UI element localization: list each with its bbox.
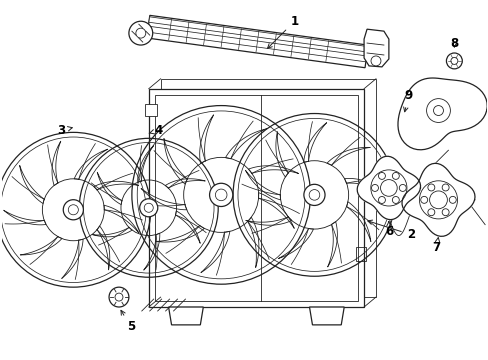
Circle shape <box>215 189 226 201</box>
Bar <box>144 104 156 116</box>
Circle shape <box>378 172 385 179</box>
Polygon shape <box>356 156 420 220</box>
Polygon shape <box>309 307 344 325</box>
Text: 5: 5 <box>121 310 135 333</box>
Polygon shape <box>168 307 203 325</box>
Text: 1: 1 <box>267 15 298 48</box>
Bar <box>154 95 357 301</box>
Circle shape <box>391 172 399 179</box>
Circle shape <box>109 287 129 307</box>
Polygon shape <box>397 78 486 150</box>
Text: 8: 8 <box>449 37 458 50</box>
Bar <box>148 89 364 307</box>
Circle shape <box>399 184 406 192</box>
Circle shape <box>378 197 385 203</box>
Text: 2: 2 <box>367 220 414 241</box>
Text: 9: 9 <box>403 89 412 112</box>
Circle shape <box>441 184 448 191</box>
Circle shape <box>371 184 378 192</box>
Circle shape <box>308 190 319 200</box>
Circle shape <box>129 21 152 45</box>
Circle shape <box>433 105 443 116</box>
Circle shape <box>140 199 158 217</box>
Circle shape <box>370 56 380 66</box>
Circle shape <box>446 53 461 69</box>
Circle shape <box>303 184 325 206</box>
Polygon shape <box>401 163 474 236</box>
Bar <box>355 247 366 261</box>
Text: 7: 7 <box>431 238 440 254</box>
Circle shape <box>420 196 427 203</box>
Circle shape <box>115 293 122 301</box>
Bar <box>161 79 375 297</box>
Circle shape <box>448 196 455 203</box>
Circle shape <box>450 58 457 64</box>
Circle shape <box>68 205 78 215</box>
Circle shape <box>63 200 83 220</box>
Text: 3: 3 <box>57 124 72 137</box>
Circle shape <box>427 184 434 191</box>
Polygon shape <box>146 15 367 68</box>
Circle shape <box>427 209 434 216</box>
Circle shape <box>144 203 153 212</box>
Circle shape <box>426 99 449 122</box>
Polygon shape <box>364 29 388 67</box>
Circle shape <box>391 197 399 203</box>
Text: 4: 4 <box>149 124 163 137</box>
Polygon shape <box>148 17 367 52</box>
Circle shape <box>209 183 232 207</box>
Circle shape <box>441 209 448 216</box>
Text: 6: 6 <box>384 222 392 238</box>
Polygon shape <box>147 26 366 62</box>
